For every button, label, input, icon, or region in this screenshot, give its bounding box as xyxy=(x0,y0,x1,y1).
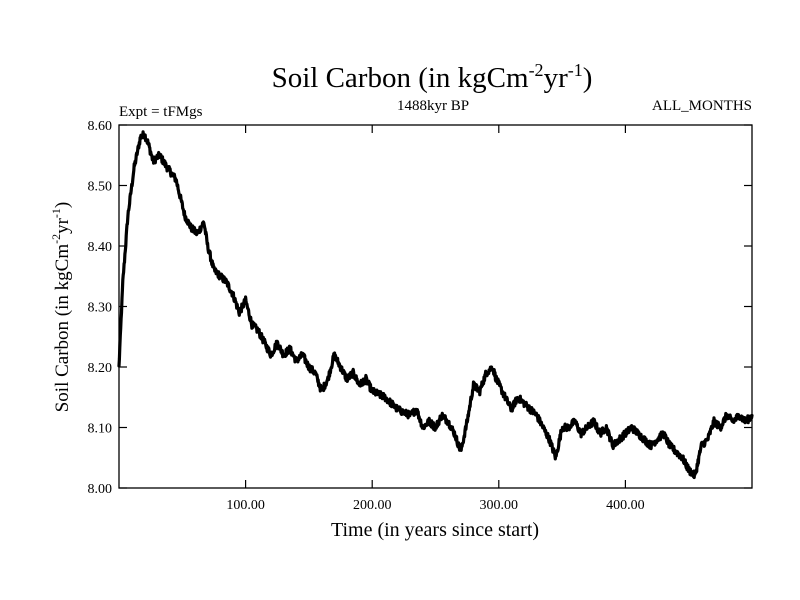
x-tick-label: 200.00 xyxy=(353,498,392,513)
y-tick-label: 8.40 xyxy=(88,240,113,255)
y-tick-label: 8.60 xyxy=(88,119,113,134)
subtitle-center: 1488kyr BP xyxy=(397,98,469,114)
plot-frame xyxy=(118,124,753,489)
y-axis-label: Soil Carbon (in kgCm-2yr-1) xyxy=(49,202,73,413)
y-axis-label-end: ) xyxy=(52,202,73,208)
y-axis-label-sup-1: -2 xyxy=(49,234,63,244)
y-tick-label: 8.00 xyxy=(88,482,113,497)
y-axis-ticks: 8.00 8.10 8.20 8.30 8.40 8.50 8.60 xyxy=(88,119,752,497)
chart-title-main: Soil Carbon (in kgCm xyxy=(272,62,529,94)
chart-title-sup-2: -1 xyxy=(568,60,583,80)
y-tick-label: 8.30 xyxy=(88,301,113,316)
y-tick-label: 8.10 xyxy=(88,422,113,437)
chart-title-sup-1: -2 xyxy=(529,60,544,80)
y-axis-label-sup-2: -1 xyxy=(49,208,63,218)
y-axis-label-main: Soil Carbon (in kgCm xyxy=(52,244,73,413)
x-tick-label: 300.00 xyxy=(480,498,519,513)
series-line-soil-carbon xyxy=(117,130,754,480)
y-tick-label: 8.50 xyxy=(88,180,113,195)
x-axis-label: Time (in years since start) xyxy=(331,519,539,541)
chart-title-end: ) xyxy=(583,62,593,94)
chart-title: Soil Carbon (in kgCm-2yr-1) xyxy=(272,60,593,94)
chart-title-mid: yr xyxy=(544,62,569,94)
subtitle-left: Expt = tFMgs xyxy=(119,104,203,120)
x-tick-label: 400.00 xyxy=(606,498,645,513)
subtitle-right: ALL_MONTHS xyxy=(652,98,752,114)
x-tick-label: 100.00 xyxy=(226,498,265,513)
y-tick-label: 8.20 xyxy=(88,361,113,376)
x-axis-ticks: 100.00 200.00 300.00 400.00 xyxy=(226,125,645,513)
y-axis-label-mid: yr xyxy=(52,217,73,234)
